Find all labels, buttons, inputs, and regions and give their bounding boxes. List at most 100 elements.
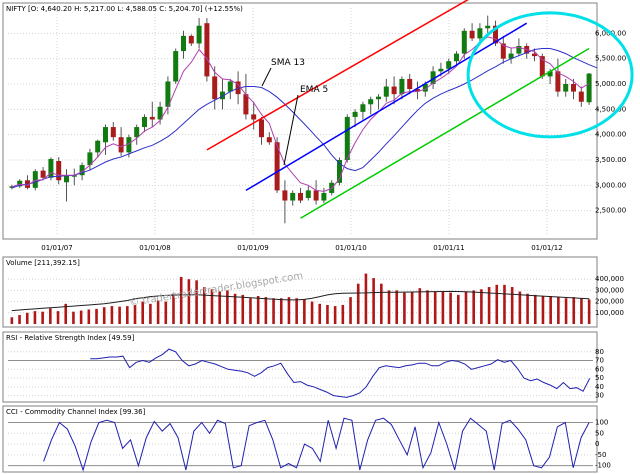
candle-down: [578, 91, 584, 102]
channel-line-upper: [206, 0, 469, 151]
volume-bar: [418, 288, 422, 324]
price-x-tick: 01/01/08: [139, 244, 170, 252]
candle-up: [64, 175, 69, 183]
volume-bar: [426, 290, 429, 324]
volume-bar: [495, 284, 499, 324]
candle-up: [157, 106, 163, 120]
volume-panel-title: Volume [211,392.15]: [6, 259, 80, 267]
volume-bar: [564, 298, 568, 324]
volume-bar: [256, 296, 260, 324]
volume-bar: [195, 280, 198, 324]
candle-up: [563, 84, 569, 92]
volume-bar: [510, 287, 514, 324]
volume-bar: [72, 311, 75, 324]
candle-down: [274, 142, 280, 191]
price-y-tick: 2,500.00: [595, 207, 626, 215]
candle-up: [376, 96, 381, 100]
candle-down: [204, 23, 210, 77]
volume-bar: [295, 298, 298, 324]
volume-bar: [572, 297, 576, 324]
price-y-tick: 3,500.00: [595, 156, 626, 164]
candle-down: [391, 86, 397, 95]
volume-bar: [557, 297, 560, 324]
ema5-annotation: EMA 5: [300, 85, 328, 95]
volume-bar: [372, 278, 375, 324]
candle-up: [142, 116, 147, 128]
candle-up: [454, 53, 459, 62]
candle-down: [243, 94, 249, 115]
candle-down: [40, 170, 46, 178]
candle-up: [165, 81, 171, 107]
price-x-tick: 01/01/11: [433, 244, 464, 252]
volume-ma-line: [11, 290, 590, 312]
cci-y-tick: -50: [595, 451, 606, 459]
candle-up: [360, 104, 366, 112]
candle-up: [134, 127, 140, 138]
volume-bar: [356, 283, 360, 324]
candle-down: [188, 35, 194, 44]
volume-bar: [456, 294, 460, 324]
volume-bar: [64, 303, 68, 324]
price-y-tick: 3,000.00: [595, 181, 626, 189]
candle-down: [298, 192, 303, 201]
candle-up: [32, 171, 38, 188]
candle-up: [290, 192, 296, 201]
volume-bar: [541, 296, 545, 324]
candle-up: [586, 73, 592, 103]
volume-bar: [380, 283, 383, 324]
candle-up: [17, 180, 23, 187]
candle-up: [87, 152, 93, 166]
candle-down: [500, 43, 506, 59]
candle-down: [282, 190, 288, 201]
candle-up: [352, 111, 358, 117]
price-x-tick: 01/01/07: [41, 244, 72, 252]
cci-y-tick: 50: [595, 429, 604, 437]
candle-up: [321, 192, 327, 201]
ema5-line: [11, 36, 590, 192]
volume-bar: [272, 298, 275, 324]
volume-bar: [187, 279, 191, 324]
volume-bar: [549, 296, 552, 324]
candle-down: [539, 56, 545, 77]
candle-down: [571, 84, 576, 92]
volume-bar: [441, 291, 445, 324]
volume-bar: [133, 304, 137, 324]
volume-bar: [310, 301, 314, 324]
rsi-line: [90, 348, 591, 398]
volume-bar: [349, 297, 352, 324]
rsi-panel-frame: [2, 331, 598, 403]
sma13-line: [11, 48, 598, 189]
volume-bar: [341, 304, 345, 324]
rsi-panel-title: RSI - Relative Strength Index [49.59]: [6, 334, 135, 342]
candle-up: [173, 51, 179, 82]
candle-up: [477, 28, 483, 39]
candle-down: [251, 114, 257, 120]
candle-up: [547, 71, 553, 77]
channel-line-middle: [245, 22, 528, 192]
price-panel-title: NIFTY [O: 4,640.20 H: 5,217.00 L: 4,588.…: [6, 5, 243, 13]
candle-up: [344, 116, 350, 160]
rsi-y-tick: 30: [595, 392, 604, 400]
volume-bar: [233, 293, 237, 324]
volume-bar: [464, 291, 468, 324]
candle-up: [181, 35, 186, 52]
candle-down: [259, 119, 264, 138]
volume-bar: [287, 297, 291, 324]
volume-bar: [218, 291, 221, 324]
rsi-y-tick: 80: [595, 348, 604, 356]
volume-bar: [79, 310, 83, 324]
volume-y-tick: 300,000: [595, 286, 624, 294]
price-y-tick: 5,000.00: [595, 80, 626, 88]
candle-up: [430, 71, 436, 84]
volume-bar: [403, 292, 406, 324]
volume-bar: [210, 289, 214, 324]
candle-down: [266, 137, 272, 143]
volume-bar: [518, 291, 522, 324]
highlight-ellipse: [466, 11, 634, 139]
volume-y-tick: 400,000: [595, 275, 624, 283]
volume-bar: [10, 317, 14, 324]
volume-y-tick: 200,000: [595, 298, 624, 306]
candle-down: [313, 190, 319, 201]
candle-down: [415, 89, 420, 92]
volume-bar: [326, 304, 329, 324]
